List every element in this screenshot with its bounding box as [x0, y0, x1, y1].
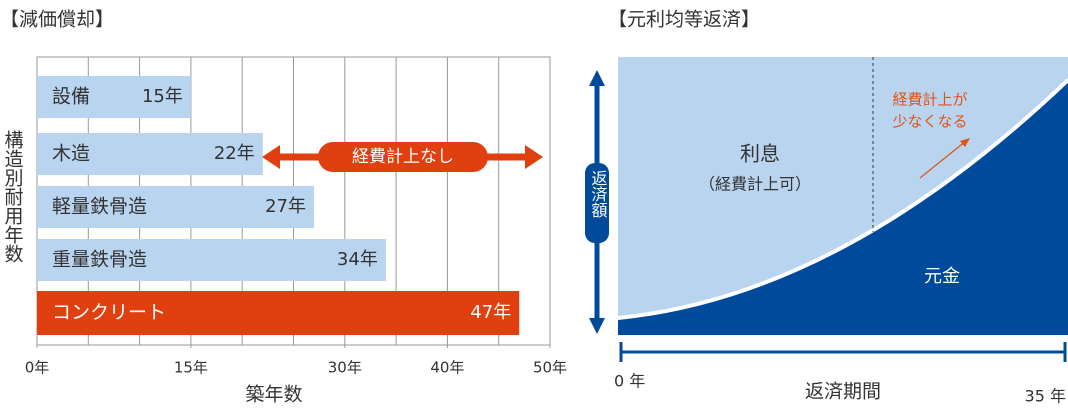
y-label-box: [585, 163, 609, 243]
annotation-arrowhead: [525, 145, 543, 169]
annotation-box: [318, 142, 488, 172]
y-arrowhead: [589, 70, 605, 86]
interest-label: 利息: [740, 142, 780, 166]
callout-arrowhead: [960, 138, 970, 147]
category-label: 木造: [52, 143, 90, 165]
x-end: 35 年: [1025, 387, 1066, 406]
bar: [37, 76, 191, 118]
x-axis-label: 築年数: [245, 384, 302, 406]
right-title: 【元利均等返済】: [608, 9, 760, 31]
bar: [37, 239, 386, 281]
category-label: 設備: [52, 86, 90, 108]
x-label: 返済期間: [805, 381, 881, 403]
value-label: 34年: [337, 249, 378, 270]
bar: [37, 186, 315, 228]
callout-arrow: [919, 140, 967, 179]
x-tick-label: 15年: [174, 359, 208, 377]
y-arrowhead: [589, 318, 605, 334]
x-tick-label: 30年: [328, 359, 362, 377]
value-label: 22年: [214, 143, 255, 164]
x-tick-label: 50年: [533, 359, 567, 377]
annotation-text: 経費計上なし: [352, 147, 454, 167]
x-tick-label: 0年: [25, 359, 50, 377]
callout-line: 経費計上が: [892, 91, 967, 109]
bar: [37, 291, 520, 335]
principal-label: 元金: [924, 266, 960, 287]
category-label: 軽量鉄骨造: [52, 196, 147, 218]
interest-note: （経費計上可）: [699, 175, 811, 194]
y-label: 返済額: [589, 170, 608, 218]
x-tick-label: 40年: [430, 359, 464, 377]
left-title: 【減価償却】: [0, 9, 114, 31]
principal-area: [618, 80, 1068, 335]
curve: [617, 78, 1068, 320]
value-label: 15年: [142, 86, 183, 107]
category-label: 重量鉄骨造: [52, 249, 147, 271]
value-label: 47年: [470, 302, 511, 323]
annotation-arrowhead: [262, 145, 280, 169]
x-start: 0 年: [614, 372, 645, 391]
value-label: 27年: [265, 196, 306, 217]
category-label: コンクリート: [52, 302, 166, 324]
y-axis-label: 構造別耐用年数: [2, 130, 24, 263]
bar: [37, 133, 263, 175]
callout-line: 少なくなる: [892, 113, 967, 131]
